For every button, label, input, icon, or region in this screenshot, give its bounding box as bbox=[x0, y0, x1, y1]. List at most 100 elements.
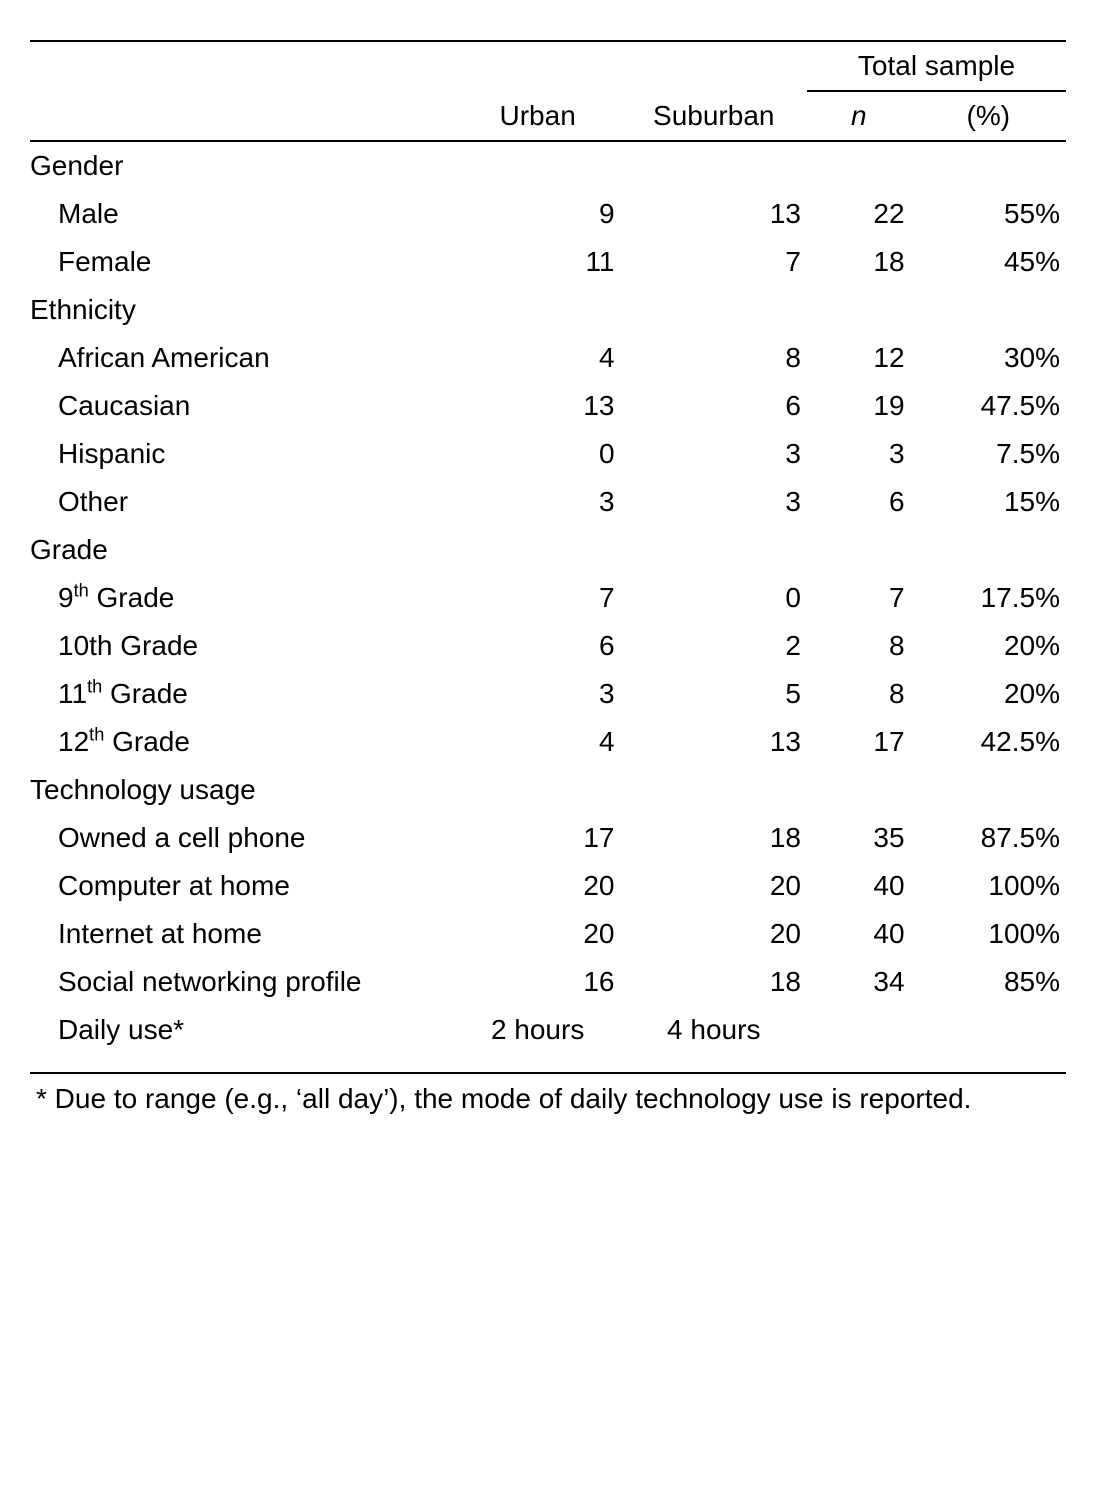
cell-suburban: 3 bbox=[621, 430, 807, 478]
cell-suburban: 20 bbox=[621, 862, 807, 910]
cell-urban: 2 hours bbox=[455, 1006, 621, 1054]
cell-n: 3 bbox=[807, 430, 911, 478]
row-label: Internet at home bbox=[30, 910, 455, 958]
cell-urban: 20 bbox=[455, 910, 621, 958]
row-label: Social networking profile bbox=[30, 958, 455, 1006]
table-row: Computer at home202040100% bbox=[30, 862, 1066, 910]
table-row: Other33615% bbox=[30, 478, 1066, 526]
table-row: Owned a cell phone17183587.5% bbox=[30, 814, 1066, 862]
cell-urban: 0 bbox=[455, 430, 621, 478]
table-row: Male9132255% bbox=[30, 190, 1066, 238]
table-row: African American481230% bbox=[30, 334, 1066, 382]
cell-suburban: 18 bbox=[621, 814, 807, 862]
row-label: Male bbox=[30, 190, 455, 238]
cell-urban: 4 bbox=[455, 334, 621, 382]
cell-urban: 3 bbox=[455, 670, 621, 718]
table-row: Social networking profile16183485% bbox=[30, 958, 1066, 1006]
cell-urban: 4 bbox=[455, 718, 621, 766]
row-label: 11th Grade bbox=[30, 670, 455, 718]
row-label: Caucasian bbox=[30, 382, 455, 430]
section-header: Grade bbox=[30, 526, 1066, 574]
cell-pct: 20% bbox=[911, 670, 1066, 718]
cell-pct: 100% bbox=[911, 910, 1066, 958]
table-row: 12th Grade4131742.5% bbox=[30, 718, 1066, 766]
header-total-sample: Total sample bbox=[807, 41, 1066, 91]
cell-urban: 20 bbox=[455, 862, 621, 910]
cell-n: 22 bbox=[807, 190, 911, 238]
cell-urban: 17 bbox=[455, 814, 621, 862]
table-row: Hispanic0337.5% bbox=[30, 430, 1066, 478]
demographics-table: Total sample Urban Suburban n (%) Gender… bbox=[30, 40, 1066, 1074]
cell-n: 34 bbox=[807, 958, 911, 1006]
row-label: Female bbox=[30, 238, 455, 286]
row-label: Other bbox=[30, 478, 455, 526]
cell-pct: 47.5% bbox=[911, 382, 1066, 430]
cell-suburban: 20 bbox=[621, 910, 807, 958]
row-label: 12th Grade bbox=[30, 718, 455, 766]
cell-pct: 85% bbox=[911, 958, 1066, 1006]
cell-pct: 42.5% bbox=[911, 718, 1066, 766]
cell-suburban: 2 bbox=[621, 622, 807, 670]
footnote: * Due to range (e.g., ‘all day’), the mo… bbox=[50, 1080, 1066, 1118]
cell-suburban: 6 bbox=[621, 382, 807, 430]
cell-n: 8 bbox=[807, 622, 911, 670]
section-header: Technology usage bbox=[30, 766, 1066, 814]
header-urban: Urban bbox=[455, 91, 621, 141]
cell-suburban: 0 bbox=[621, 574, 807, 622]
row-label: Daily use* bbox=[30, 1006, 455, 1054]
cell-n: 7 bbox=[807, 574, 911, 622]
table-row: Female1171845% bbox=[30, 238, 1066, 286]
cell-n: 18 bbox=[807, 238, 911, 286]
cell-n: 40 bbox=[807, 862, 911, 910]
cell-pct: 45% bbox=[911, 238, 1066, 286]
cell-pct: 30% bbox=[911, 334, 1066, 382]
section-header: Gender bbox=[30, 141, 1066, 190]
cell-n: 6 bbox=[807, 478, 911, 526]
row-label: African American bbox=[30, 334, 455, 382]
cell-suburban: 8 bbox=[621, 334, 807, 382]
cell-pct: 17.5% bbox=[911, 574, 1066, 622]
row-label: Owned a cell phone bbox=[30, 814, 455, 862]
cell-n: 12 bbox=[807, 334, 911, 382]
cell-pct: 100% bbox=[911, 862, 1066, 910]
cell-pct: 87.5% bbox=[911, 814, 1066, 862]
header-suburban: Suburban bbox=[621, 91, 807, 141]
cell-n: 40 bbox=[807, 910, 911, 958]
cell-n bbox=[807, 1006, 911, 1054]
cell-pct bbox=[911, 1006, 1066, 1054]
header-n: n bbox=[807, 91, 911, 141]
cell-n: 19 bbox=[807, 382, 911, 430]
cell-n: 35 bbox=[807, 814, 911, 862]
cell-urban: 7 bbox=[455, 574, 621, 622]
cell-pct: 7.5% bbox=[911, 430, 1066, 478]
cell-pct: 15% bbox=[911, 478, 1066, 526]
cell-urban: 13 bbox=[455, 382, 621, 430]
cell-n: 8 bbox=[807, 670, 911, 718]
cell-suburban: 7 bbox=[621, 238, 807, 286]
cell-suburban: 18 bbox=[621, 958, 807, 1006]
table-row: 9th Grade70717.5% bbox=[30, 574, 1066, 622]
table-row: Caucasian1361947.5% bbox=[30, 382, 1066, 430]
row-label: Hispanic bbox=[30, 430, 455, 478]
row-label: 10th Grade bbox=[30, 622, 455, 670]
row-label: 9th Grade bbox=[30, 574, 455, 622]
section-header: Ethnicity bbox=[30, 286, 1066, 334]
table-row: 10th Grade62820% bbox=[30, 622, 1066, 670]
cell-suburban: 5 bbox=[621, 670, 807, 718]
cell-urban: 6 bbox=[455, 622, 621, 670]
cell-pct: 55% bbox=[911, 190, 1066, 238]
table-row: Internet at home202040100% bbox=[30, 910, 1066, 958]
cell-suburban: 3 bbox=[621, 478, 807, 526]
cell-urban: 11 bbox=[455, 238, 621, 286]
cell-pct: 20% bbox=[911, 622, 1066, 670]
cell-urban: 16 bbox=[455, 958, 621, 1006]
table-row: 11th Grade35820% bbox=[30, 670, 1066, 718]
cell-suburban: 13 bbox=[621, 190, 807, 238]
cell-suburban: 13 bbox=[621, 718, 807, 766]
cell-suburban: 4 hours bbox=[621, 1006, 807, 1054]
table-row: Daily use*2 hours4 hours bbox=[30, 1006, 1066, 1054]
cell-urban: 9 bbox=[455, 190, 621, 238]
row-label: Computer at home bbox=[30, 862, 455, 910]
cell-urban: 3 bbox=[455, 478, 621, 526]
cell-n: 17 bbox=[807, 718, 911, 766]
